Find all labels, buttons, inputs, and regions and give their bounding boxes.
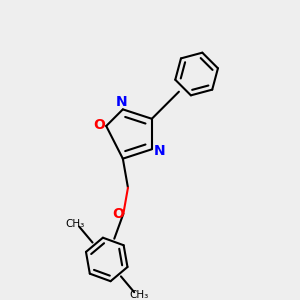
Text: N: N	[153, 144, 165, 158]
Text: O: O	[93, 118, 105, 131]
Text: O: O	[112, 207, 124, 221]
Text: CH₃: CH₃	[65, 219, 85, 229]
Text: CH₃: CH₃	[129, 290, 148, 300]
Text: N: N	[116, 95, 127, 109]
